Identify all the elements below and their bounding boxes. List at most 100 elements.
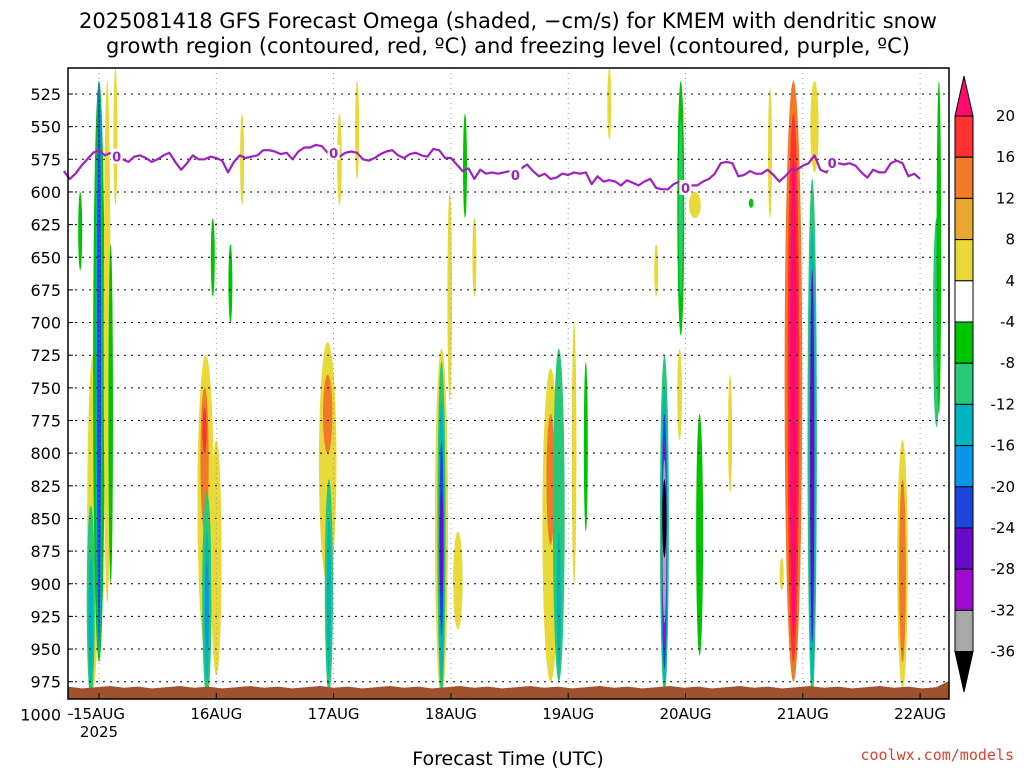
y-tick-label-975: 975 — [30, 673, 61, 692]
y-tick-label-550: 550 — [30, 118, 61, 137]
omega-cell-33 — [453, 531, 463, 630]
freezing-level-label-3: 0 — [681, 182, 690, 197]
colorbar-segment-11 — [954, 527, 974, 570]
omega-cell-8 — [108, 244, 113, 584]
omega-cell-34 — [463, 113, 467, 218]
colorbar-top-arrow — [954, 75, 974, 117]
x-tick-label-0: 15AUG — [73, 705, 125, 723]
omega-cell-31 — [439, 492, 444, 597]
omega-cell-32 — [447, 191, 453, 401]
omega-cell-59 — [789, 159, 797, 636]
freezing-level-line — [62, 143, 921, 191]
plot-frame — [67, 67, 950, 700]
omega-cell-6 — [97, 80, 101, 643]
freezing-label-bg-2 — [509, 166, 522, 182]
omega-cell-39 — [556, 531, 561, 669]
x-tick-label-7: 22AUG — [894, 705, 946, 723]
y-tick-label-925: 925 — [30, 607, 61, 626]
colorbar: 20 16 12 8 4 -4 -8 -12 -16 -20 -24 -28 -32 -36 — [954, 75, 1016, 693]
x-tick-label-2: 17AUG — [308, 705, 360, 723]
colorbar-segment-1 — [954, 115, 974, 158]
x-tick-label-6: 21AUG — [777, 705, 829, 723]
y-tick-label-750: 750 — [30, 379, 61, 398]
colorbar-segment-5 — [954, 280, 974, 323]
omega-cell-22 — [323, 374, 333, 454]
y-tick-label-675: 675 — [30, 281, 61, 300]
omega-shaded-field — [78, 68, 942, 699]
freezing-label-bg-3 — [679, 180, 692, 196]
freezing-label-bg-4 — [826, 155, 839, 171]
y-tick-label-700: 700 — [30, 314, 61, 333]
omega-cell-42 — [607, 68, 612, 140]
colorbar-tick-5: -4 — [1000, 313, 1015, 331]
colorbar-segment-2 — [954, 156, 974, 199]
omega-cell-50 — [678, 120, 683, 297]
y-tick-label-625: 625 — [30, 216, 61, 235]
y-tick-label-725: 725 — [30, 346, 61, 365]
colorbar-segment-8 — [954, 403, 974, 447]
colorbar-tick-2: 12 — [996, 189, 1015, 207]
omega-cell-16 — [204, 564, 209, 649]
omega-cell-24 — [326, 518, 331, 676]
omega-cell-26 — [355, 80, 360, 179]
colorbar-segment-3 — [954, 197, 974, 241]
credit-text: coolwx.com/models — [860, 746, 1014, 764]
freezing-level-label-4: 0 — [828, 157, 837, 172]
colorbar-tick-9: -20 — [991, 478, 1016, 496]
omega-cell-69 — [936, 81, 942, 414]
omega-cell-41 — [583, 361, 588, 532]
omega-cell-20 — [240, 113, 245, 205]
omega-cell-54 — [654, 244, 659, 297]
colorbar-tick-4: 4 — [1005, 272, 1015, 290]
y-tick-label-850: 850 — [30, 509, 61, 528]
omega-cell-37 — [546, 414, 555, 545]
y-axis-ticks: 525 550 575 600 625 650 675 700 725 750 775 800 825 8… — [20, 85, 73, 724]
omega-cell-64 — [768, 87, 772, 219]
colorbar-tick-12: -32 — [991, 601, 1016, 619]
grid-lines — [68, 68, 949, 699]
colorbar-tick-3: 8 — [1005, 231, 1015, 249]
colorbar-segment-6 — [954, 321, 974, 364]
y-tick-label-525: 525 — [30, 85, 61, 104]
omega-cell-56 — [748, 198, 754, 208]
colorbar-tick-6: -8 — [1000, 354, 1015, 372]
omega-cell-2 — [88, 557, 94, 682]
x-tick-label-4: 19AUG — [542, 705, 594, 723]
freezing-level-label-2: 0 — [511, 169, 520, 184]
colorbar-segment-9 — [954, 445, 974, 488]
omega-cell-13 — [202, 407, 207, 454]
y-tick-label-950: 950 — [30, 640, 61, 659]
omega-cell-10 — [113, 68, 118, 205]
omega-cell-18 — [210, 218, 215, 297]
omega-cell-38 — [552, 348, 565, 682]
y-tick-label-1000: 1000 — [20, 705, 61, 724]
freezing-label-bg-1 — [327, 144, 340, 160]
x-year-label: 2025 — [80, 723, 118, 741]
y-tick-label-800: 800 — [30, 444, 61, 463]
y-tick-label-575: 575 — [30, 150, 61, 169]
colorbar-bottom-arrow — [954, 651, 974, 693]
chart-title-line1: 2025081418 GFS Forecast Omega (shaded, −… — [79, 9, 937, 33]
omega-cell-63 — [810, 81, 819, 173]
omega-cell-51 — [677, 348, 682, 441]
colorbar-tick-13: -36 — [991, 643, 1016, 661]
colorbar-tick-7: -12 — [991, 395, 1016, 413]
colorbar-segment-4 — [954, 239, 974, 282]
freezing-level-label-1: 0 — [329, 147, 338, 162]
omega-cell-17 — [211, 440, 222, 676]
x-tick-label-5: 20AUG — [660, 705, 712, 723]
x-axis-ticks: 15AUG 16AUG 17AUG 18AUG 19AUG 20AUG 21AUG 22AUG — [73, 693, 946, 723]
omega-cell-65 — [779, 557, 784, 591]
y-tick-label-775: 775 — [30, 412, 61, 431]
chart-title-line2: growth region (contoured, red, ºC) and f… — [106, 34, 910, 58]
colorbar-segment-12 — [954, 568, 974, 611]
omega-cell-62 — [810, 270, 815, 643]
omega-cell-52 — [689, 191, 701, 219]
freezing-label-bg-0 — [110, 148, 123, 164]
colorbar-segment-13 — [954, 609, 974, 653]
omega-cell-67 — [899, 479, 906, 663]
terrain-polygon — [68, 681, 949, 699]
colorbar-segment-7 — [954, 362, 974, 405]
freezing-level-label-0: 0 — [112, 151, 121, 166]
